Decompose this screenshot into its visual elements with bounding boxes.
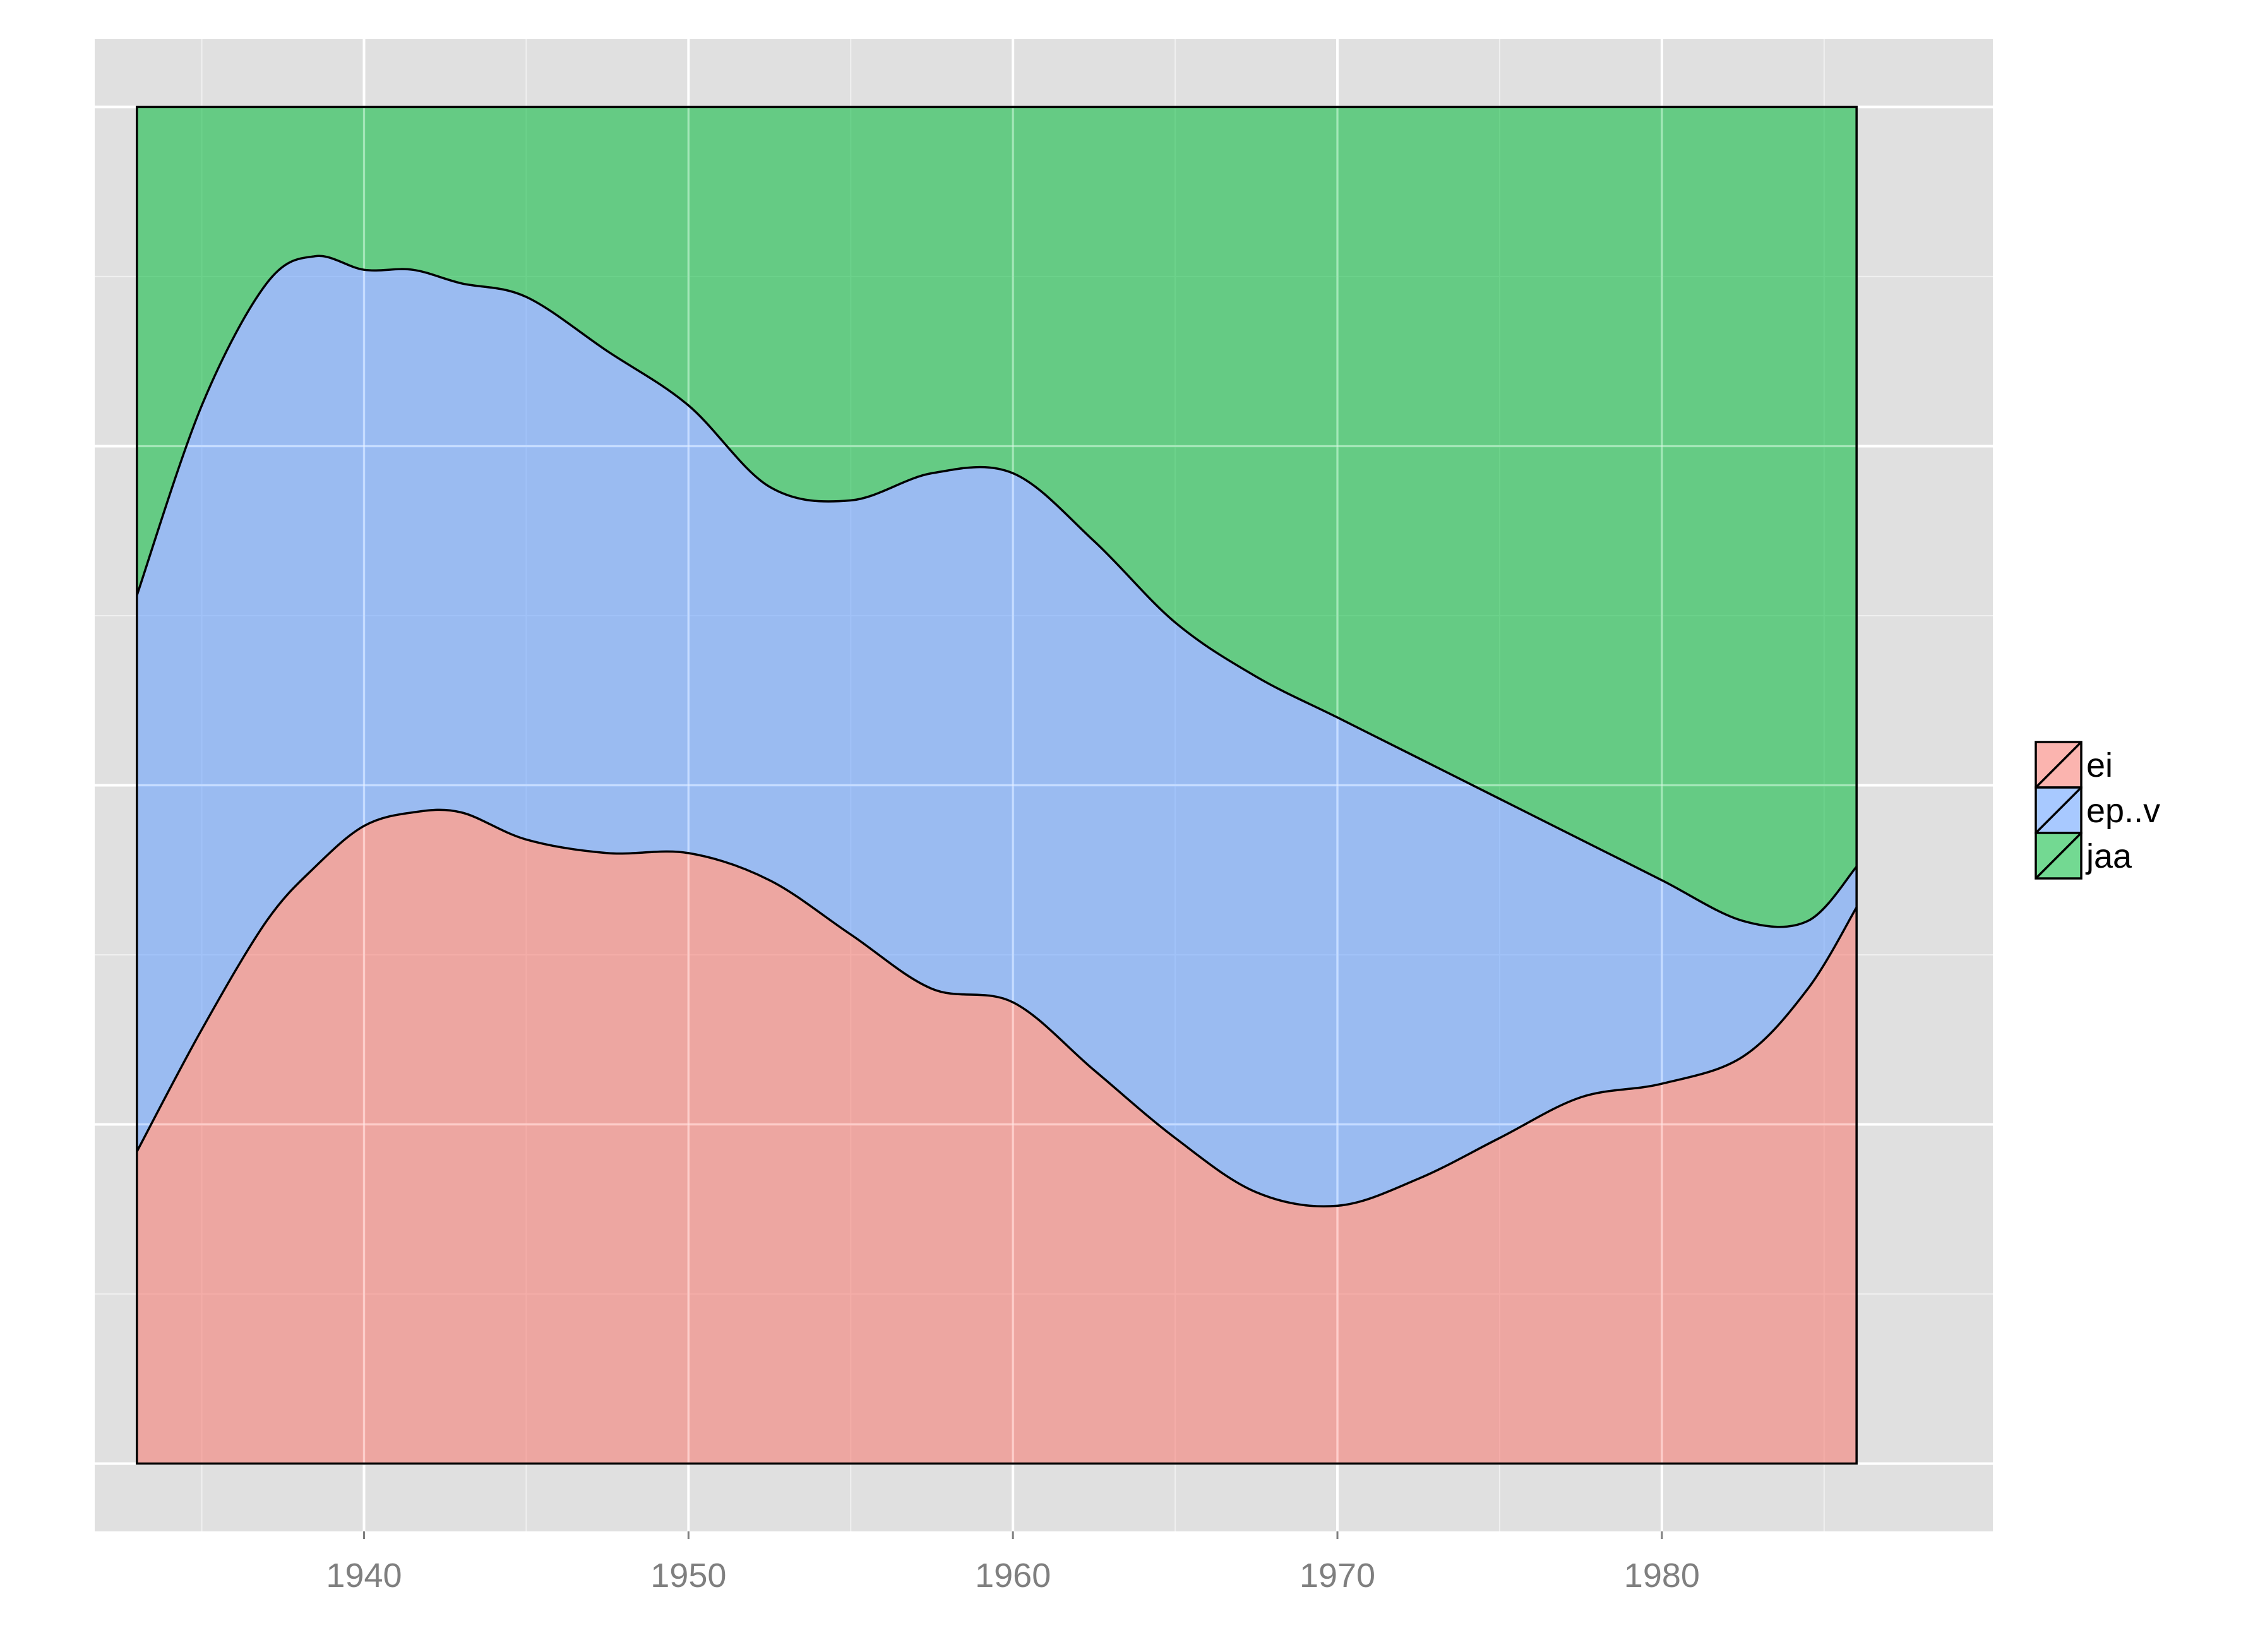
boundary-ep--v xyxy=(136,254,1858,928)
x-tick-label: 1940 xyxy=(326,1557,402,1595)
x-tick-label: 1980 xyxy=(1624,1557,1700,1595)
legend-label: ei xyxy=(2086,746,2113,784)
legend-label: jaa xyxy=(2085,837,2132,875)
x-tick-label: 1950 xyxy=(650,1557,726,1595)
boundary-ei xyxy=(136,808,1858,1208)
legend-key-slash xyxy=(2035,786,2083,834)
legend-key-slash xyxy=(2035,741,2083,789)
stacked-areas xyxy=(136,107,1857,1464)
area-ei xyxy=(136,810,1857,1464)
area-outlines xyxy=(136,105,1858,1465)
stack-outline-box xyxy=(136,105,1858,1465)
legend-key-slash xyxy=(2035,832,2083,880)
x-axis-ticks xyxy=(362,1531,1663,1539)
x-tick-label: 1960 xyxy=(975,1557,1051,1595)
legend-label: ep..v xyxy=(2086,792,2160,830)
area-ep--v xyxy=(136,256,1857,1207)
x-tick-label: 1970 xyxy=(1300,1557,1375,1595)
x-axis-tick-labels: 1940 1950 1960 1970 1980 xyxy=(326,1557,1700,1595)
area-jaa xyxy=(136,107,1857,927)
legend: ei ep..v jaa xyxy=(2035,741,2160,880)
